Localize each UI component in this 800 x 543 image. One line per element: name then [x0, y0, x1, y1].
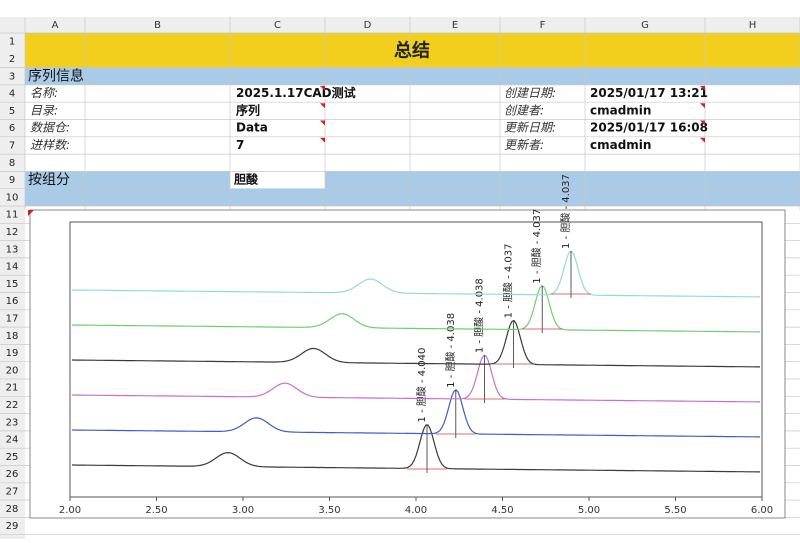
row-number: 13 — [6, 244, 19, 255]
row-number: 6 — [9, 123, 15, 134]
peak-label: 1 - 胆酸 - 4.040 — [415, 348, 428, 423]
peak-label: 1 - 胆酸 - 4.037 — [501, 244, 514, 319]
row-number: 5 — [9, 106, 15, 117]
component-name: 胆酸 — [234, 172, 259, 187]
chromatogram-trace — [72, 389, 760, 438]
x-tick-label: 6.00 — [751, 505, 773, 516]
row-number: 1 — [9, 37, 15, 48]
row-number: 10 — [6, 192, 19, 203]
x-tick-label: 3.50 — [318, 505, 340, 516]
row-header-bar — [0, 33, 25, 539]
column-header-bar — [0, 17, 800, 33]
column-header: C — [274, 20, 281, 31]
row-number: 25 — [6, 452, 19, 463]
row-number: 27 — [6, 486, 19, 497]
row-number: 20 — [6, 365, 19, 376]
x-tick-label: 5.00 — [578, 505, 600, 516]
field-value: 2025/01/17 16:08 — [590, 121, 708, 135]
section-band — [325, 171, 800, 189]
field-value: 2025/01/17 13:21 — [590, 86, 708, 100]
row-number: 4 — [9, 89, 15, 100]
row-number: 16 — [6, 296, 19, 307]
section-title: 序列信息 — [28, 67, 84, 84]
comment-marker — [320, 137, 325, 143]
chromatogram-trace — [72, 284, 760, 333]
chromatogram-trace — [72, 354, 760, 403]
column-header: F — [540, 20, 546, 31]
peak-label: 1 - 胆酸 - 4.038 — [473, 278, 486, 353]
x-tick-label: 5.50 — [664, 505, 686, 516]
comment-marker — [320, 103, 325, 109]
x-tick-label: 3.00 — [232, 505, 254, 516]
sheet-title: 总结 — [394, 39, 430, 61]
column-header: B — [154, 20, 161, 31]
row-number: 2 — [9, 54, 15, 65]
column-header: G — [641, 20, 649, 31]
row-number: 3 — [9, 71, 15, 82]
row-number: 7 — [9, 140, 15, 151]
field-value: cmadmin — [590, 138, 651, 152]
row-number: 24 — [6, 435, 19, 446]
field-label: 更新日期: — [504, 121, 556, 135]
field-label: 进样数: — [30, 138, 70, 152]
field-label: 创建日期: — [504, 86, 556, 100]
comment-marker — [700, 85, 705, 91]
section-band — [25, 171, 230, 189]
comment-marker — [700, 137, 705, 143]
row-number: 18 — [6, 331, 19, 342]
row-number: 28 — [6, 504, 19, 515]
section-band — [25, 67, 800, 85]
comment-marker — [320, 85, 325, 91]
column-header: D — [364, 20, 372, 31]
field-label: 更新者: — [504, 138, 544, 152]
field-label: 创建者: — [504, 103, 544, 117]
row-number: 17 — [6, 313, 19, 324]
chromatogram-trace — [72, 250, 760, 298]
chromatogram-trace — [72, 319, 760, 368]
row-number: 29 — [6, 521, 19, 532]
row-number: 14 — [6, 262, 19, 273]
row-number: 15 — [6, 279, 19, 290]
section-band — [25, 188, 800, 206]
x-tick-label: 4.00 — [405, 505, 427, 516]
column-header: H — [749, 20, 757, 31]
row-number: 8 — [9, 158, 15, 169]
row-number: 22 — [6, 400, 19, 411]
peak-label: 1 - 胆酸 - 4.037 — [559, 174, 572, 249]
comment-marker — [28, 210, 34, 216]
field-value: cmadmin — [590, 103, 651, 117]
field-label: 数据仓: — [30, 121, 70, 135]
row-number: 11 — [6, 210, 19, 221]
row-number: 21 — [6, 383, 19, 394]
peak-label: 1 - 胆酸 - 4.037 — [530, 209, 543, 284]
peak-label: 1 - 胆酸 - 4.038 — [444, 313, 457, 388]
row-number: 9 — [9, 175, 15, 186]
field-value: 7 — [236, 138, 244, 152]
column-header: A — [52, 20, 59, 31]
field-label: 名称: — [30, 86, 58, 100]
row-number: 12 — [6, 227, 19, 238]
column-header: E — [452, 20, 458, 31]
title-band — [25, 33, 800, 68]
row-number: 23 — [6, 417, 19, 428]
row-number: 19 — [6, 348, 19, 359]
comment-marker — [700, 103, 705, 109]
comment-marker — [320, 120, 325, 126]
section-title: 按组分 — [28, 172, 70, 188]
x-tick-label: 4.50 — [491, 505, 513, 516]
x-tick-label: 2.00 — [59, 505, 81, 516]
row-number: 26 — [6, 469, 19, 480]
field-value: Data — [236, 121, 268, 135]
comment-marker — [700, 120, 705, 126]
chromatogram-trace — [72, 424, 760, 473]
field-label: 目录: — [30, 103, 58, 117]
x-tick-label: 2.50 — [145, 505, 167, 516]
field-value: 2025.1.17CAD测试 — [236, 85, 356, 100]
field-value: 序列 — [236, 102, 260, 117]
